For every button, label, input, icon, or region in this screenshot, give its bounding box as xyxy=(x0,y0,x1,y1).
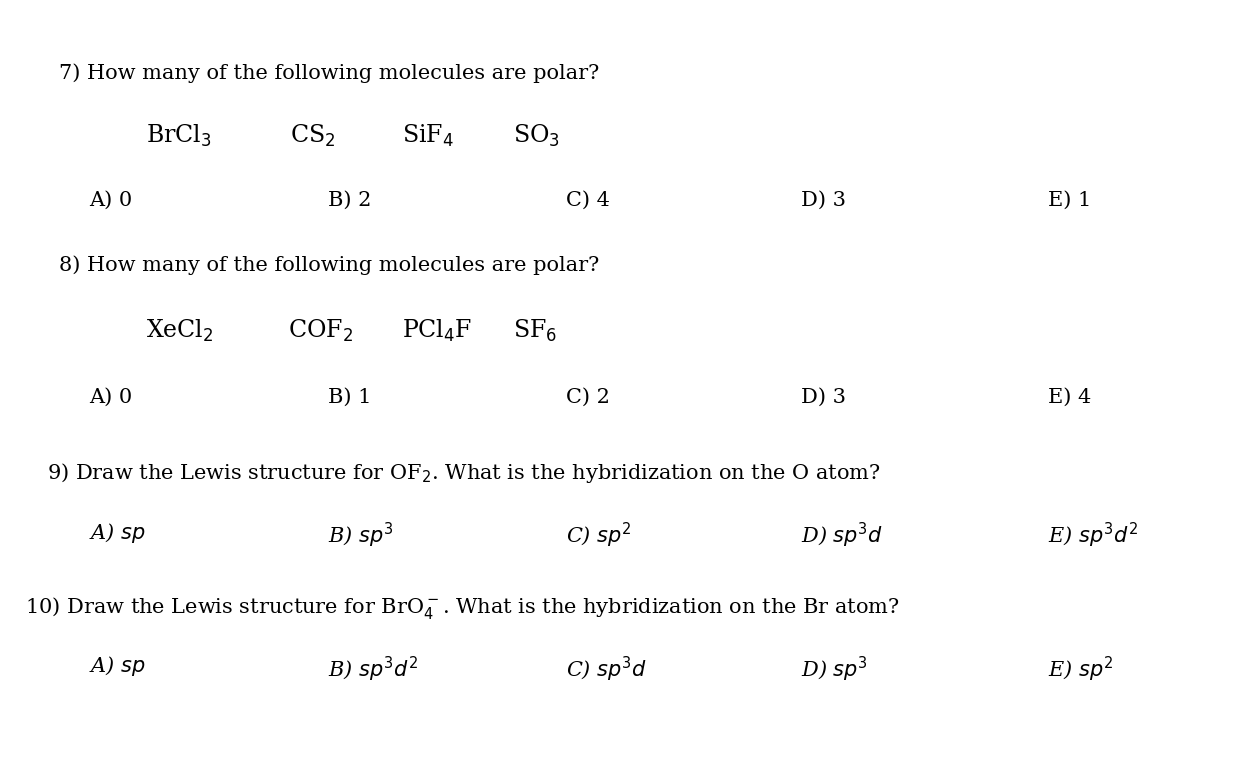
Text: A) $sp$: A) $sp$ xyxy=(89,654,146,678)
Text: XeCl$_2$: XeCl$_2$ xyxy=(146,318,214,344)
Text: A) 0: A) 0 xyxy=(89,388,132,407)
Text: B) 1: B) 1 xyxy=(328,388,371,407)
Text: D) $sp^3$: D) $sp^3$ xyxy=(801,654,868,684)
Text: D) 3: D) 3 xyxy=(801,190,845,210)
Text: 9) Draw the Lewis structure for OF$_2$. What is the hybridization on the O atom?: 9) Draw the Lewis structure for OF$_2$. … xyxy=(47,461,881,485)
Text: A) 0: A) 0 xyxy=(89,190,132,210)
Text: SO$_3$: SO$_3$ xyxy=(513,123,560,149)
Text: E) 1: E) 1 xyxy=(1048,190,1091,210)
Text: E) $sp^2$: E) $sp^2$ xyxy=(1048,654,1114,684)
Text: B) $sp^3$: B) $sp^3$ xyxy=(328,521,393,550)
Text: B) $sp^3d^2$: B) $sp^3d^2$ xyxy=(328,654,418,684)
Text: C) 2: C) 2 xyxy=(566,388,609,407)
Text: E) 4: E) 4 xyxy=(1048,388,1091,407)
Text: 7) How many of the following molecules are polar?: 7) How many of the following molecules a… xyxy=(59,63,599,83)
Text: 10) Draw the Lewis structure for BrO$_4^-$. What is the hybridization on the Br : 10) Draw the Lewis structure for BrO$_4^… xyxy=(25,595,900,621)
Text: C) $sp^2$: C) $sp^2$ xyxy=(566,521,632,550)
Text: COF$_2$: COF$_2$ xyxy=(288,318,353,344)
Text: E) $sp^3d^2$: E) $sp^3d^2$ xyxy=(1048,521,1138,550)
Text: SF$_6$: SF$_6$ xyxy=(513,318,557,344)
Text: PCl$_4$F: PCl$_4$F xyxy=(402,318,472,344)
Text: C) 4: C) 4 xyxy=(566,190,609,210)
Text: B) 2: B) 2 xyxy=(328,190,371,210)
Text: A) $sp$: A) $sp$ xyxy=(89,521,146,545)
Text: D) 3: D) 3 xyxy=(801,388,845,407)
Text: 8) How many of the following molecules are polar?: 8) How many of the following molecules a… xyxy=(59,255,599,275)
Text: D) $sp^3d$: D) $sp^3d$ xyxy=(801,521,883,550)
Text: BrCl$_3$: BrCl$_3$ xyxy=(146,123,211,149)
Text: CS$_2$: CS$_2$ xyxy=(290,123,336,149)
Text: C) $sp^3d$: C) $sp^3d$ xyxy=(566,654,648,684)
Text: SiF$_4$: SiF$_4$ xyxy=(402,123,454,149)
